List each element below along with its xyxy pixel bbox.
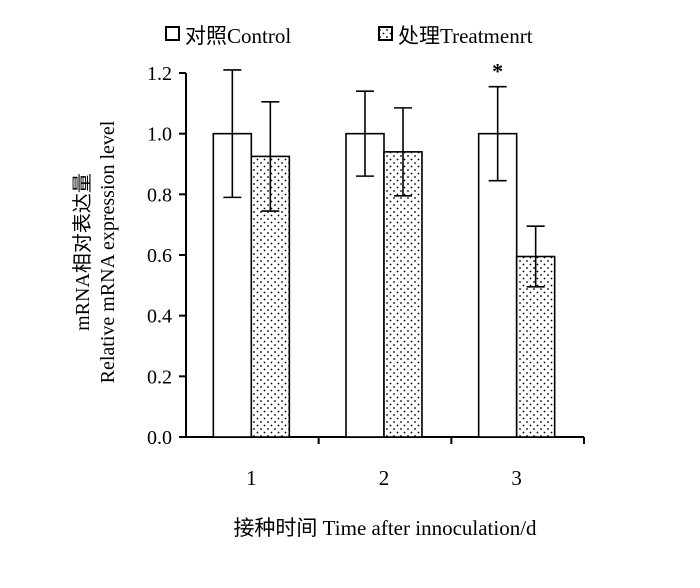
bar-treatment	[383, 151, 423, 438]
legend-swatch-control	[165, 26, 180, 41]
y-tick-label: 0.4	[147, 306, 172, 328]
y-tick-label: 1.0	[147, 124, 172, 146]
legend-label-control: 对照Control	[185, 24, 291, 48]
y-tick-label: 0.6	[147, 245, 172, 267]
y-tick-label: 0.2	[147, 366, 172, 388]
y-axis-label-cn: mRNA相对表达量	[71, 173, 94, 331]
bar-treatment	[250, 155, 291, 438]
y-tick-label: 0.8	[147, 184, 172, 206]
legend-label-treatment: 处理Treatmenrt	[398, 24, 533, 48]
x-tick-label: 3	[511, 466, 522, 490]
legend-swatch-treatment	[378, 26, 393, 41]
y-tick-label: 1.2	[147, 63, 172, 85]
legend: 对照Control 处理Treatmenrt	[165, 24, 533, 48]
y-tick-label: 0.0	[147, 427, 172, 449]
plot-area: 0.0 0.2 0.4 0.6 0.8 1.0 1.2 1 2 3 *	[147, 59, 585, 490]
bar-control	[345, 132, 385, 438]
x-tick-label: 1	[246, 466, 257, 490]
x-tick-label: 2	[379, 466, 390, 490]
significance-mark: *	[492, 59, 503, 84]
y-axis-label-en: Relative mRNA expression level	[97, 120, 119, 383]
x-axis-label: 接种时间 Time after innoculation/d	[233, 516, 537, 540]
